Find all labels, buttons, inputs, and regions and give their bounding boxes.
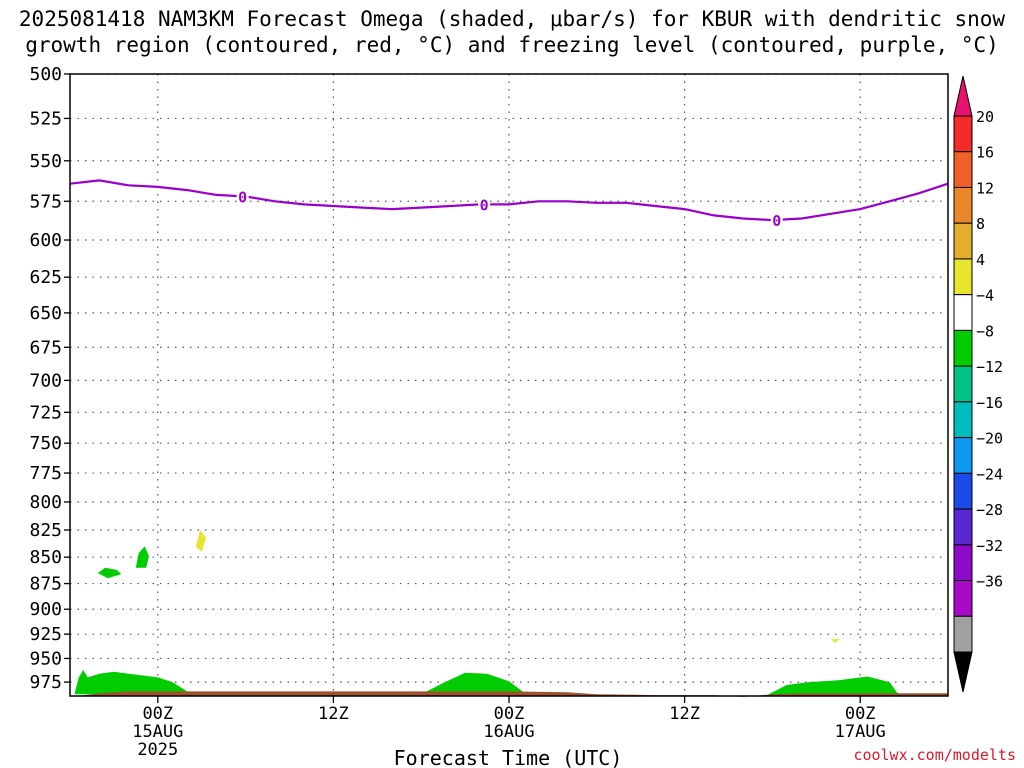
x-tick-label: 00Z: [494, 704, 525, 724]
y-tick-label: 650: [29, 303, 62, 324]
omega-region-negative: [97, 567, 122, 579]
omega-region-negative: [765, 676, 905, 696]
plot-area: [70, 74, 948, 696]
y-tick-label: 675: [29, 337, 62, 358]
freezing-level-label: 0: [238, 188, 247, 206]
y-axis-ticks: 500 525 550 575 600 625 650 675 700 725 750 775 800 8…: [29, 64, 70, 693]
omega-region-positive: [195, 530, 207, 552]
freezing-label-bg: [478, 196, 491, 212]
colorbar-label: −16: [976, 394, 1003, 412]
colorbar-box: [953, 222, 973, 260]
colorbar-box: [953, 580, 973, 617]
freezing-level-label: 0: [480, 196, 489, 214]
y-tick-label: 925: [29, 624, 62, 645]
y-tick-label: 850: [29, 547, 62, 568]
colorbar-box: [953, 544, 973, 582]
omega-region-negative: [135, 546, 149, 568]
y-tick-label: 800: [29, 492, 62, 513]
freezing-level-line: [69, 179, 949, 222]
colorbar-box: [953, 472, 973, 510]
colorbar-box: [953, 401, 973, 439]
y-tick-label: 550: [29, 151, 62, 172]
colorbar-label: 20: [976, 108, 994, 126]
y-tick-label: 700: [29, 370, 62, 391]
colorbar-label: 16: [976, 144, 994, 162]
y-tick-label: 775: [29, 463, 62, 484]
freezing-label-bg: [770, 211, 783, 227]
colorbar-label: −12: [976, 358, 1003, 376]
y-tick-label: 975: [29, 672, 62, 693]
colorbar-box: [953, 294, 973, 331]
colorbar-box: [953, 329, 973, 367]
x-tick-year: 2025: [137, 740, 178, 760]
colorbar-label: −8: [976, 322, 994, 340]
colorbar-label: 12: [976, 179, 994, 197]
colorbar-box: [953, 258, 973, 296]
x-tick-label: 12Z: [669, 704, 700, 724]
colorbar-box: [953, 508, 973, 546]
omega-region-positive: [830, 639, 840, 643]
y-tick-label: 750: [29, 433, 62, 454]
colorbar: 20 16 12 8 4 −4 −8 −12 −16 −20 −24 −28 −32 −36: [953, 75, 1003, 693]
y-tick-label: 825: [29, 520, 62, 541]
freezing-label-bg: [236, 188, 249, 204]
credit-text: coolwx.com/modelts: [853, 746, 1016, 764]
x-tick-label: 00Z: [845, 704, 876, 724]
y-tick-label: 900: [29, 599, 62, 620]
colorbar-box: [953, 437, 973, 474]
title-line-2: growth region (contoured, red, °C) and f…: [25, 33, 999, 57]
x-tick-label: 00Z: [142, 704, 173, 724]
colorbar-label: −24: [976, 465, 1003, 483]
omega-region-negative: [421, 672, 531, 695]
colorbar-box: [953, 151, 973, 188]
x-tick-date: 15AUG: [132, 722, 183, 742]
y-tick-label: 875: [29, 574, 62, 595]
y-tick-label: 950: [29, 648, 62, 669]
colorbar-label: −20: [976, 430, 1003, 448]
colorbar-box: [953, 365, 973, 403]
colorbar-label: −4: [976, 287, 994, 305]
x-tick-date: 16AUG: [483, 722, 534, 742]
y-tick-label: 575: [29, 191, 62, 212]
colorbar-label: 4: [976, 251, 985, 269]
omega-shaded-regions: [74, 530, 905, 696]
colorbar-label: 8: [976, 215, 985, 233]
y-tick-label: 600: [29, 230, 62, 251]
x-tick-date: 17AUG: [835, 722, 886, 742]
x-tick-label: 12Z: [318, 704, 349, 724]
omega-region-negative: [74, 669, 195, 695]
y-tick-label: 725: [29, 402, 62, 423]
chart-title: 2025081418 NAM3KM Forecast Omega (shaded…: [0, 6, 1024, 58]
title-line-1: 2025081418 NAM3KM Forecast Omega (shaded…: [18, 7, 1006, 31]
gridlines: [70, 73, 948, 696]
y-tick-label: 525: [29, 108, 62, 129]
y-tick-label: 500: [29, 64, 62, 85]
colorbar-box: [953, 115, 973, 153]
freezing-level-contour: 0 0 0: [69, 179, 949, 230]
colorbar-box: [953, 615, 973, 653]
colorbar-bottom-triangle: [953, 651, 973, 693]
colorbar-label: −36: [976, 573, 1003, 591]
colorbar-label: −28: [976, 501, 1003, 519]
x-axis-label: Forecast Time (UTC): [394, 746, 623, 768]
freezing-level-label: 0: [772, 212, 781, 230]
colorbar-box: [953, 186, 973, 224]
colorbar-label: −32: [976, 537, 1003, 555]
colorbar-top-triangle: [953, 75, 973, 117]
y-tick-label: 625: [29, 267, 62, 288]
